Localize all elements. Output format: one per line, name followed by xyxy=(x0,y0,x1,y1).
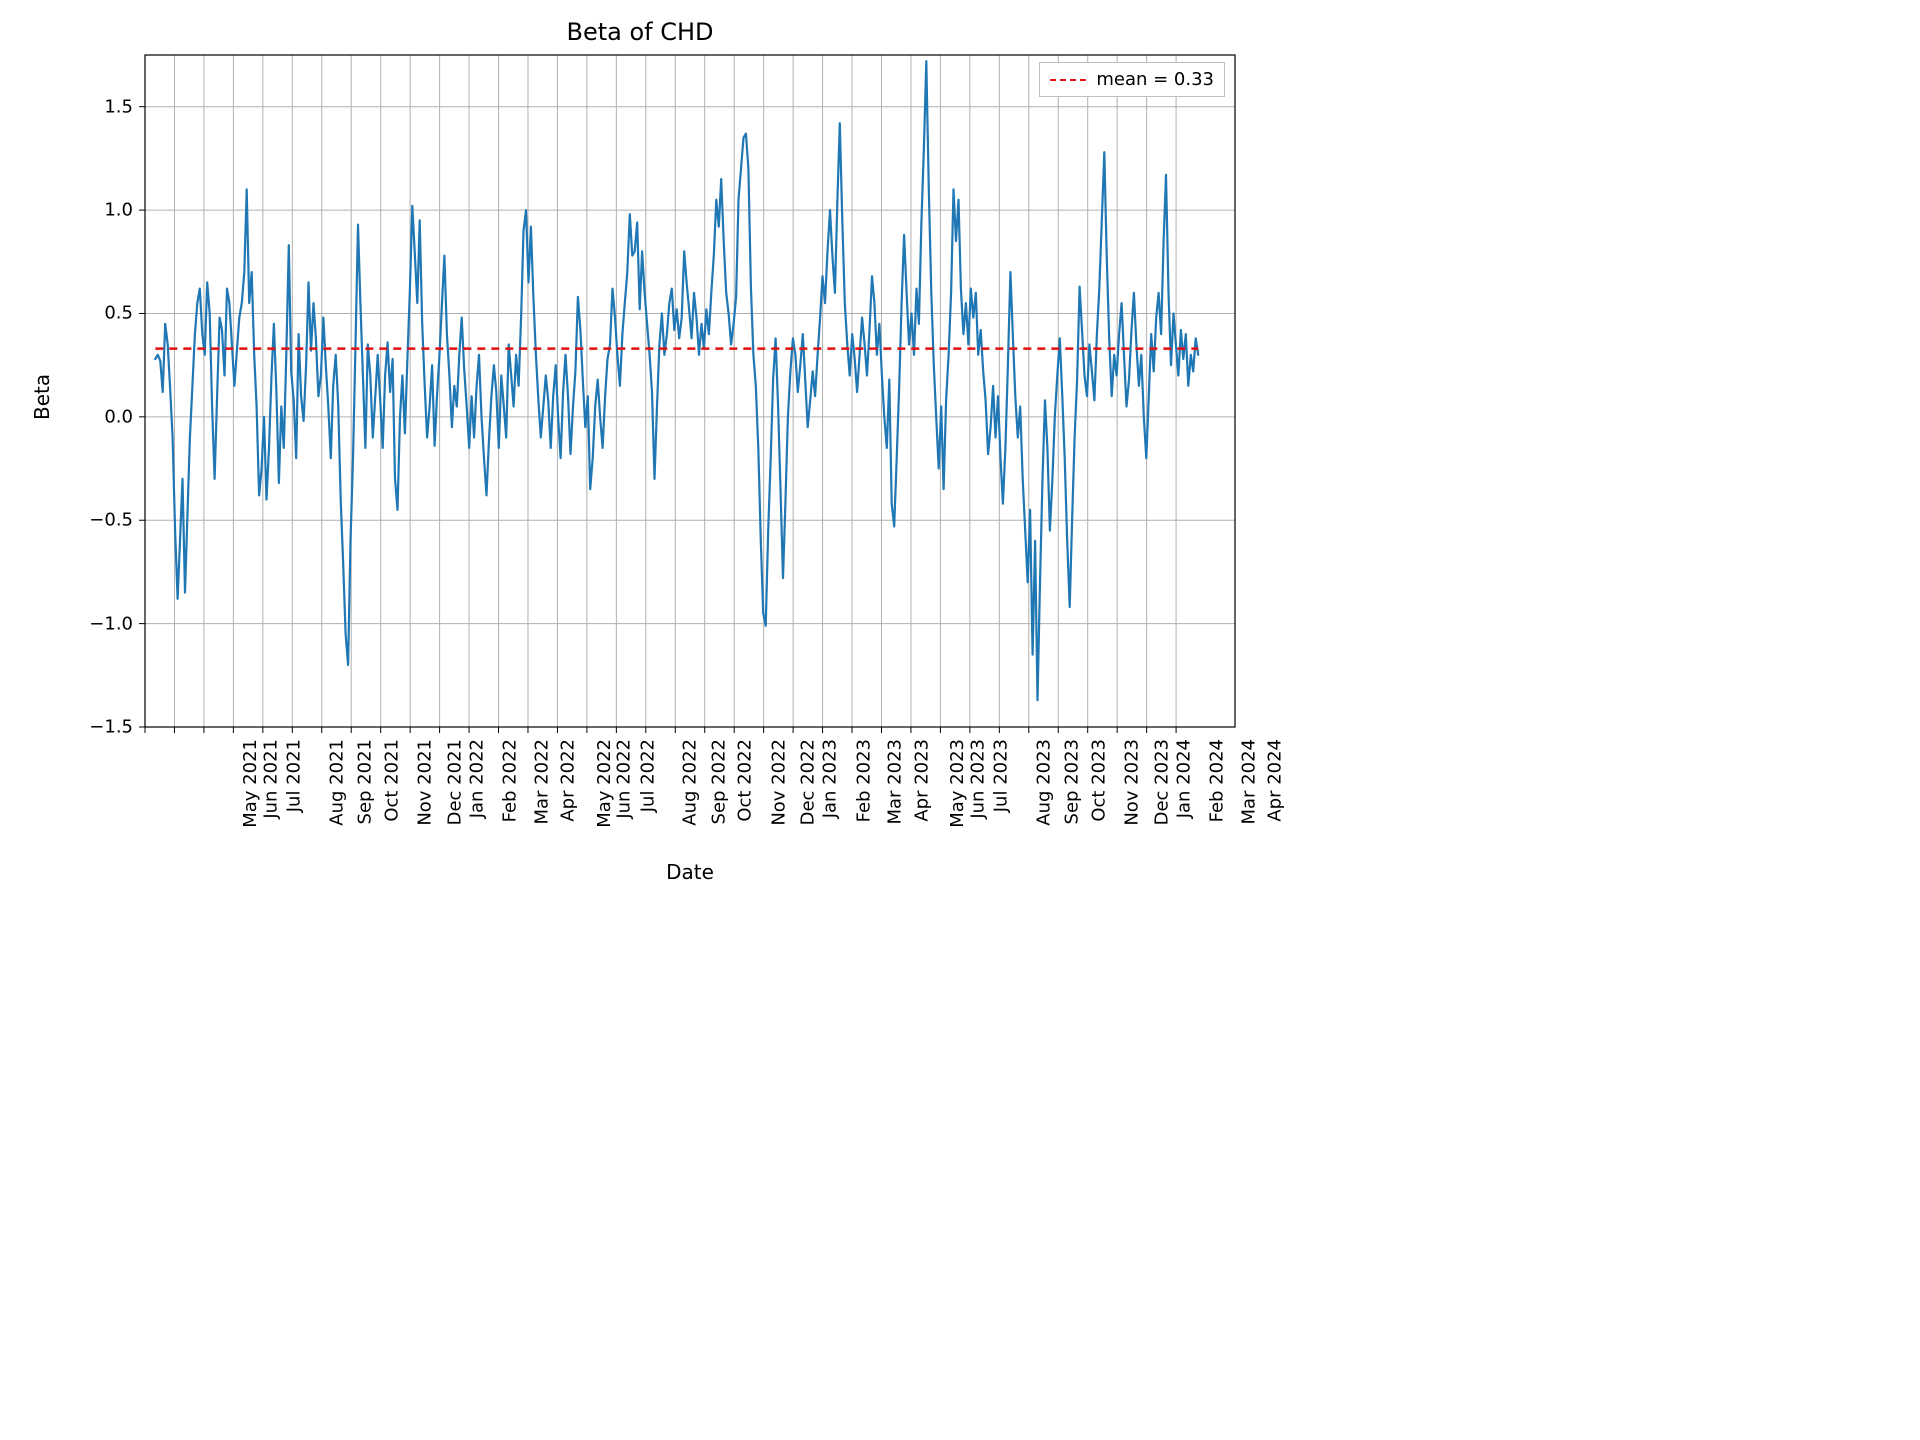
legend-line-icon xyxy=(1050,79,1086,81)
legend: mean = 0.33 xyxy=(1039,62,1225,97)
plot-area xyxy=(0,0,1280,960)
legend-label: mean = 0.33 xyxy=(1096,69,1214,90)
chart-figure: Beta of CHD Beta Date −1.5−1.0−0.50.00.5… xyxy=(0,0,1280,960)
